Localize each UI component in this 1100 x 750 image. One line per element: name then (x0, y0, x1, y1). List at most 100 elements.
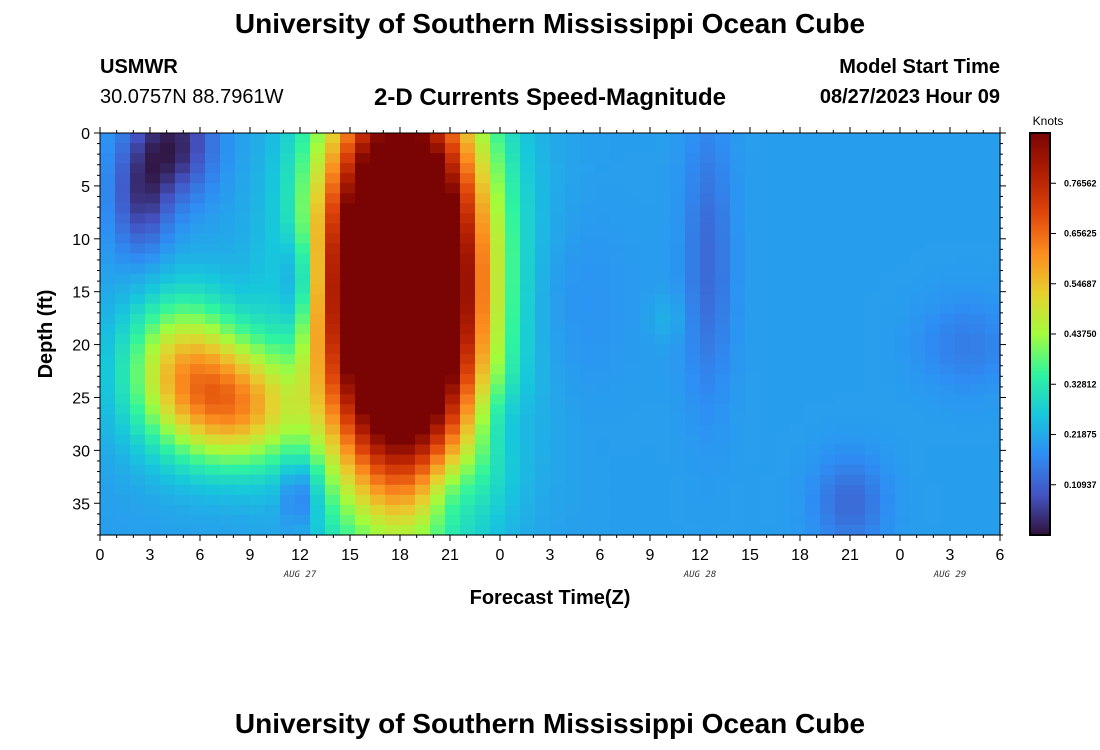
date-label: AUG 27 (283, 570, 317, 580)
heatmap-cell (415, 504, 431, 516)
heatmap-cell (895, 344, 911, 355)
heatmap-cell (430, 344, 446, 355)
heatmap-cell (220, 524, 236, 536)
heatmap-cell (430, 313, 446, 325)
heatmap-cell (400, 173, 416, 184)
heatmap-cell (730, 394, 746, 405)
heatmap-cell (820, 273, 836, 285)
heatmap-cell (400, 273, 416, 285)
heatmap-cell (145, 474, 161, 486)
date-label: AUG 28 (683, 570, 717, 580)
heatmap-cell (715, 163, 731, 174)
heatmap-cell (880, 384, 896, 395)
heatmap-cell (655, 153, 671, 164)
heatmap-cell (160, 233, 176, 245)
heatmap-cell (730, 213, 746, 225)
heatmap-cell (490, 354, 506, 365)
heatmap-cell (970, 394, 986, 405)
heatmap-cell (640, 444, 656, 456)
heatmap-cell (400, 464, 416, 476)
heatmap-cell (700, 193, 716, 204)
heatmap-cell (700, 233, 716, 245)
heatmap-cell (820, 253, 836, 265)
heatmap-cell (865, 273, 881, 285)
heatmap-cell (625, 364, 641, 375)
heatmap-cell (610, 233, 626, 245)
heatmap-cell (685, 283, 701, 295)
heatmap-cell (115, 133, 131, 144)
heatmap-cell (295, 374, 311, 385)
heatmap-cell (490, 253, 506, 265)
heatmap-cell (610, 313, 626, 325)
heatmap-cell (850, 354, 866, 365)
heatmap-cell (565, 374, 581, 385)
heatmap-cell (370, 414, 386, 426)
heatmap-cell (790, 173, 806, 184)
heatmap-cell (145, 173, 161, 184)
heatmap-cell (610, 334, 626, 345)
heatmap-cell (280, 203, 296, 214)
heatmap-cell (445, 213, 461, 225)
heatmap-cell (325, 203, 341, 214)
heatmap-cell (850, 344, 866, 355)
heatmap-cell (370, 313, 386, 325)
heatmap-cell (745, 183, 761, 194)
heatmap-cell (625, 524, 641, 536)
heatmap-cell (670, 273, 686, 285)
heatmap-cell (490, 273, 506, 285)
heatmap-cell (715, 203, 731, 214)
heatmap-cell (505, 384, 521, 395)
heatmap-cell (475, 203, 491, 214)
heatmap-cell (790, 414, 806, 426)
heatmap-cell (340, 344, 356, 355)
heatmap-cell (445, 374, 461, 385)
heatmap-cell (640, 434, 656, 446)
heatmap-cell (775, 384, 791, 395)
heatmap-cell (145, 424, 161, 436)
heatmap-cell (280, 163, 296, 174)
heatmap-cell (190, 283, 206, 295)
heatmap-cell (955, 153, 971, 164)
heatmap-cell (100, 133, 116, 144)
colorbar-tick-label: 0.54687 (1064, 279, 1097, 289)
heatmap-cell (595, 514, 611, 526)
heatmap-cell (490, 404, 506, 415)
heatmap-cell (640, 364, 656, 375)
heatmap-cell (415, 464, 431, 476)
heatmap-cell (295, 223, 311, 235)
heatmap-cell (925, 253, 941, 265)
heatmap-cell (430, 384, 446, 395)
heatmap-cell (445, 263, 461, 275)
heatmap-cell (595, 374, 611, 385)
heatmap-cell (295, 334, 311, 345)
heatmap-cell (850, 394, 866, 405)
heatmap-cell (670, 153, 686, 164)
heatmap-cell (550, 334, 566, 345)
heatmap-cell (730, 323, 746, 335)
heatmap-cell (505, 444, 521, 456)
heatmap-cell (460, 474, 476, 486)
heatmap-cell (280, 434, 296, 446)
heatmap-cell (700, 183, 716, 194)
heatmap-cell (820, 233, 836, 245)
heatmap-cell (760, 404, 776, 415)
heatmap-cell (175, 173, 191, 184)
heatmap-cell (430, 424, 446, 436)
heatmap-cell (670, 313, 686, 325)
heatmap-cell (865, 173, 881, 184)
heatmap-cell (310, 364, 326, 375)
heatmap-cell (925, 303, 941, 315)
heatmap-cell (235, 243, 251, 255)
heatmap-cell (355, 484, 371, 496)
heatmap-cell (670, 334, 686, 345)
heatmap-cell (745, 133, 761, 144)
heatmap-cell (850, 334, 866, 345)
heatmap-cell (220, 494, 236, 506)
heatmap-cell (580, 203, 596, 214)
heatmap-cell (925, 424, 941, 436)
heatmap-cell (730, 143, 746, 154)
heatmap-cell (145, 273, 161, 285)
y-tick-label: 30 (72, 443, 90, 460)
heatmap-cell (925, 263, 941, 275)
heatmap-cell (655, 233, 671, 245)
